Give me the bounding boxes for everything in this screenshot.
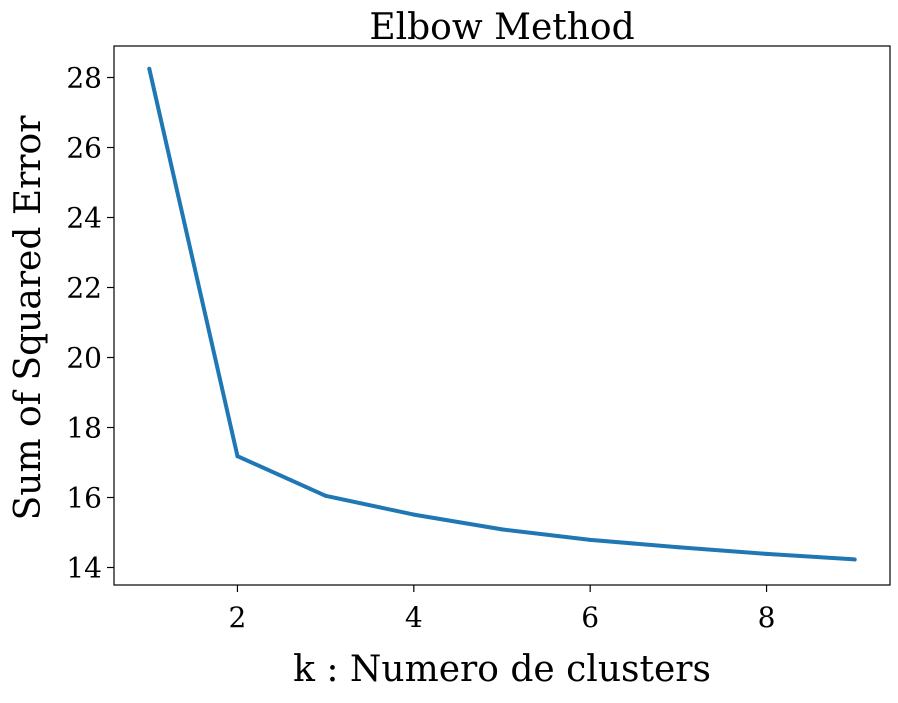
- data-point: [323, 493, 328, 498]
- y-tick-label: 22: [66, 272, 102, 305]
- y-tick-label: 18: [66, 412, 102, 445]
- data-point: [500, 527, 504, 532]
- y-tick-label: 16: [66, 482, 102, 515]
- y-tick-label: 20: [66, 342, 102, 375]
- x-axis-ticks: 2 4 6 8: [229, 585, 776, 634]
- series-line: [147, 68, 855, 562]
- data-point: [852, 557, 857, 562]
- data-point: [411, 512, 416, 517]
- data-point: [676, 545, 681, 550]
- chart-title: Elbow Method: [369, 7, 634, 48]
- y-tick-label: 26: [66, 132, 102, 165]
- data-point: [235, 454, 240, 459]
- series-layer: [147, 66, 857, 562]
- y-tick-label: 24: [66, 202, 102, 235]
- y-axis-label: Sum of Squared Error: [8, 115, 49, 521]
- data-point: [588, 537, 593, 542]
- y-tick-label: 14: [66, 552, 102, 585]
- x-tick-label: 2: [229, 601, 247, 634]
- y-axis-ticks: 14 16 18 20 22 24 26 28: [66, 62, 114, 585]
- x-tick-label: 8: [758, 601, 776, 634]
- data-point: [147, 66, 152, 71]
- plot-area-frame: [113, 45, 891, 586]
- y-tick-label: 28: [66, 62, 102, 95]
- x-tick-label: 4: [405, 601, 423, 634]
- x-axis-label: k : Numero de clusters: [293, 649, 711, 690]
- data-point: [764, 551, 769, 556]
- x-tick-label: 6: [581, 601, 599, 634]
